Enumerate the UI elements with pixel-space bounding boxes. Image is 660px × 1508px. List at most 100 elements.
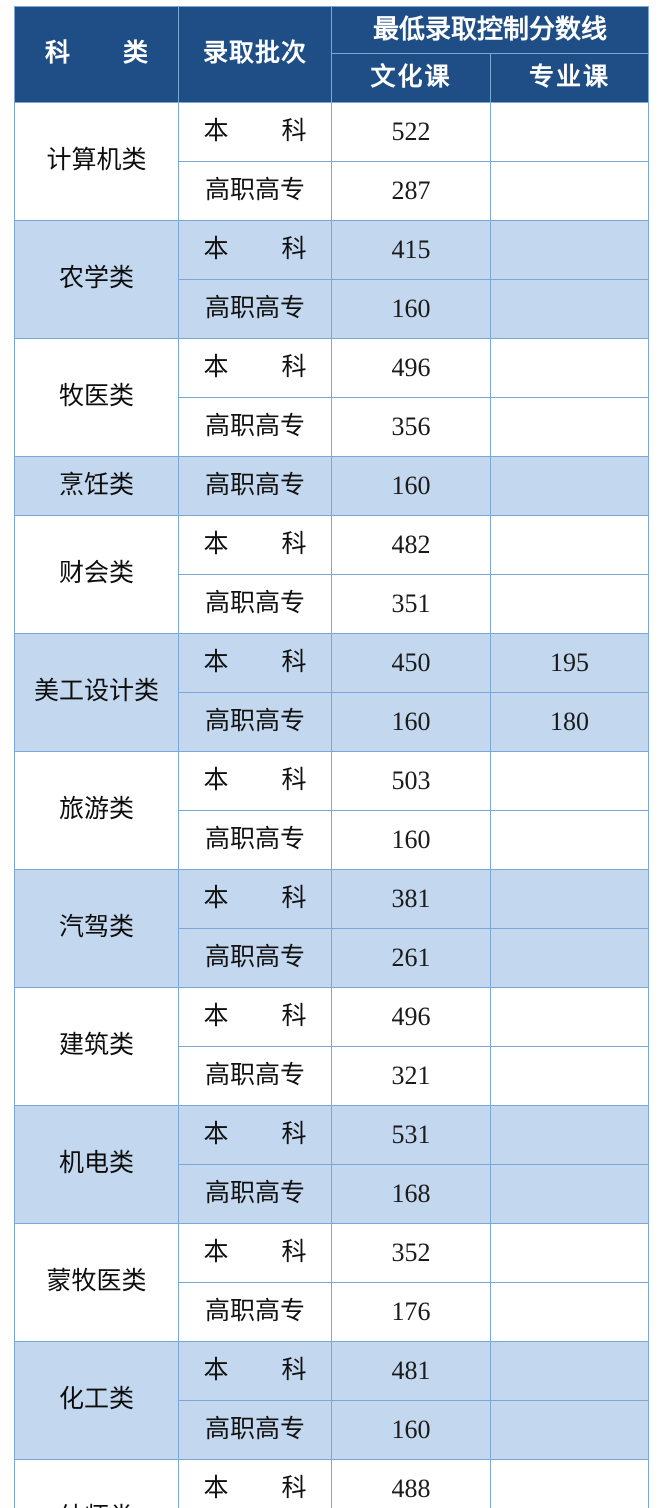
cell-major-score bbox=[489, 102, 650, 162]
cell-category: 建筑类 bbox=[14, 987, 179, 1106]
cell-batch: 本 科 bbox=[178, 515, 332, 575]
cell-major-score bbox=[489, 1105, 650, 1165]
table-row: 农学类本 科 415 bbox=[14, 220, 650, 339]
cell-culture-score: 522 bbox=[331, 102, 491, 162]
cell-batch: 本 科 bbox=[178, 987, 332, 1047]
table-row: 计算机类本 科 522 bbox=[14, 102, 650, 221]
cell-major-score bbox=[489, 928, 650, 988]
table-row: 高职高专 351 bbox=[15, 574, 650, 634]
cell-culture-score: 352 bbox=[331, 1223, 491, 1283]
cell-batch: 本 科 bbox=[178, 1105, 332, 1165]
header-batch: 录取批次 bbox=[178, 6, 332, 103]
cell-major-score bbox=[489, 456, 650, 516]
table-row: 建筑类本 科 496 bbox=[14, 987, 650, 1106]
table-row: 财会类本 科 482 bbox=[14, 515, 650, 634]
cell-culture-score: 168 bbox=[331, 1164, 491, 1224]
cell-culture-score: 381 bbox=[331, 869, 491, 929]
cell-culture-score: 496 bbox=[331, 338, 491, 398]
cell-category: 烹饪类 bbox=[14, 456, 179, 516]
cell-batch: 本 科 bbox=[178, 869, 332, 929]
cell-category: 机电类 bbox=[14, 1105, 179, 1224]
cell-culture-score: 503 bbox=[331, 751, 491, 811]
cell-batch: 本 科 bbox=[178, 220, 332, 280]
cell-batch: 高职高专 bbox=[178, 279, 332, 339]
cell-major-score bbox=[489, 161, 650, 221]
cell-major-score bbox=[489, 397, 650, 457]
cell-batch: 高职高专 bbox=[178, 574, 332, 634]
table-row: 高职高专 168 bbox=[15, 1164, 650, 1224]
cell-major-score bbox=[489, 515, 650, 575]
cell-batch: 高职高专 bbox=[178, 1282, 332, 1342]
cell-culture-score: 481 bbox=[331, 1341, 491, 1401]
table-row: 高职高专 160 bbox=[15, 279, 650, 339]
table-row: 机电类本 科 531 bbox=[14, 1105, 650, 1224]
cell-culture-score: 531 bbox=[331, 1105, 491, 1165]
cell-major-score bbox=[489, 574, 650, 634]
cell-major-score bbox=[489, 220, 650, 280]
cell-culture-score: 160 bbox=[331, 456, 491, 516]
cell-batch: 高职高专 bbox=[178, 456, 332, 516]
cell-batch: 高职高专 bbox=[178, 397, 332, 457]
cell-culture-score: 356 bbox=[331, 397, 491, 457]
cell-major-score bbox=[489, 1400, 650, 1460]
cell-major-score bbox=[489, 1046, 650, 1106]
cell-batch: 本 科 bbox=[178, 1459, 332, 1508]
cell-major-score bbox=[489, 1282, 650, 1342]
table-row: 烹饪类 高职高专 160 bbox=[14, 456, 650, 516]
cell-major-score bbox=[489, 869, 650, 929]
header-major-score: 专业课 bbox=[489, 53, 650, 103]
cell-batch: 高职高专 bbox=[178, 928, 332, 988]
cell-culture-score: 287 bbox=[331, 161, 491, 221]
header-culture-score: 文化课 bbox=[331, 53, 491, 103]
cell-culture-score: 450 bbox=[331, 633, 491, 693]
cell-category: 幼师类 bbox=[14, 1459, 179, 1508]
cell-major-score bbox=[489, 751, 650, 811]
cell-batch: 高职高专 bbox=[178, 1046, 332, 1106]
cell-culture-score: 160 bbox=[331, 279, 491, 339]
cell-culture-score: 160 bbox=[331, 1400, 491, 1460]
cell-batch: 高职高专 bbox=[178, 692, 332, 752]
table-row: 蒙牧医类本 科 352 bbox=[14, 1223, 650, 1342]
cell-batch: 高职高专 bbox=[178, 810, 332, 870]
cell-batch: 本 科 bbox=[178, 633, 332, 693]
cell-batch: 本 科 bbox=[178, 338, 332, 398]
table-row: 高职高专 160 bbox=[15, 1400, 650, 1460]
cell-culture-score: 160 bbox=[331, 810, 491, 870]
cell-category: 蒙牧医类 bbox=[14, 1223, 179, 1342]
cell-batch: 本 科 bbox=[178, 1341, 332, 1401]
table-row: 美工设计类本 科 450 195 bbox=[14, 633, 650, 752]
cell-culture-score: 160 bbox=[331, 692, 491, 752]
table-row: 旅游类本 科 503 bbox=[14, 751, 650, 870]
cell-culture-score: 488 bbox=[331, 1459, 491, 1508]
cell-batch: 本 科 bbox=[178, 102, 332, 162]
cell-batch: 高职高专 bbox=[178, 1400, 332, 1460]
cell-category: 美工设计类 bbox=[14, 633, 179, 752]
cell-culture-score: 176 bbox=[331, 1282, 491, 1342]
cell-category: 汽驾类 bbox=[14, 869, 179, 988]
cell-culture-score: 351 bbox=[331, 574, 491, 634]
cell-culture-score: 261 bbox=[331, 928, 491, 988]
cell-major-score bbox=[489, 1164, 650, 1224]
cell-category: 计算机类 bbox=[14, 102, 179, 221]
cell-culture-score: 482 bbox=[331, 515, 491, 575]
header-category: 科 类 bbox=[14, 6, 179, 103]
header-min-score-group: 最低录取控制分数线 bbox=[330, 6, 650, 54]
table-row: 牧医类本 科 496 bbox=[14, 338, 650, 457]
cell-major-score bbox=[489, 810, 650, 870]
table-row: 化工类本 科 481 bbox=[14, 1341, 650, 1460]
cell-major-score bbox=[489, 338, 650, 398]
cell-major-score bbox=[489, 279, 650, 339]
cell-category: 化工类 bbox=[14, 1341, 179, 1460]
cell-category: 财会类 bbox=[14, 515, 179, 634]
table-row: 高职高专 356 bbox=[15, 397, 650, 457]
cell-batch: 高职高专 bbox=[178, 161, 332, 221]
table-row: 汽驾类本 科 381 bbox=[14, 869, 650, 988]
table-row: 高职高专 287 bbox=[15, 161, 650, 221]
cell-major-score bbox=[489, 1223, 650, 1283]
table-header: 科 类 录取批次 最低录取控制分数线 文化课 专业课 bbox=[14, 6, 650, 103]
cell-major-score bbox=[489, 987, 650, 1047]
cell-category: 牧医类 bbox=[14, 338, 179, 457]
cell-major-score: 195 bbox=[489, 633, 650, 693]
